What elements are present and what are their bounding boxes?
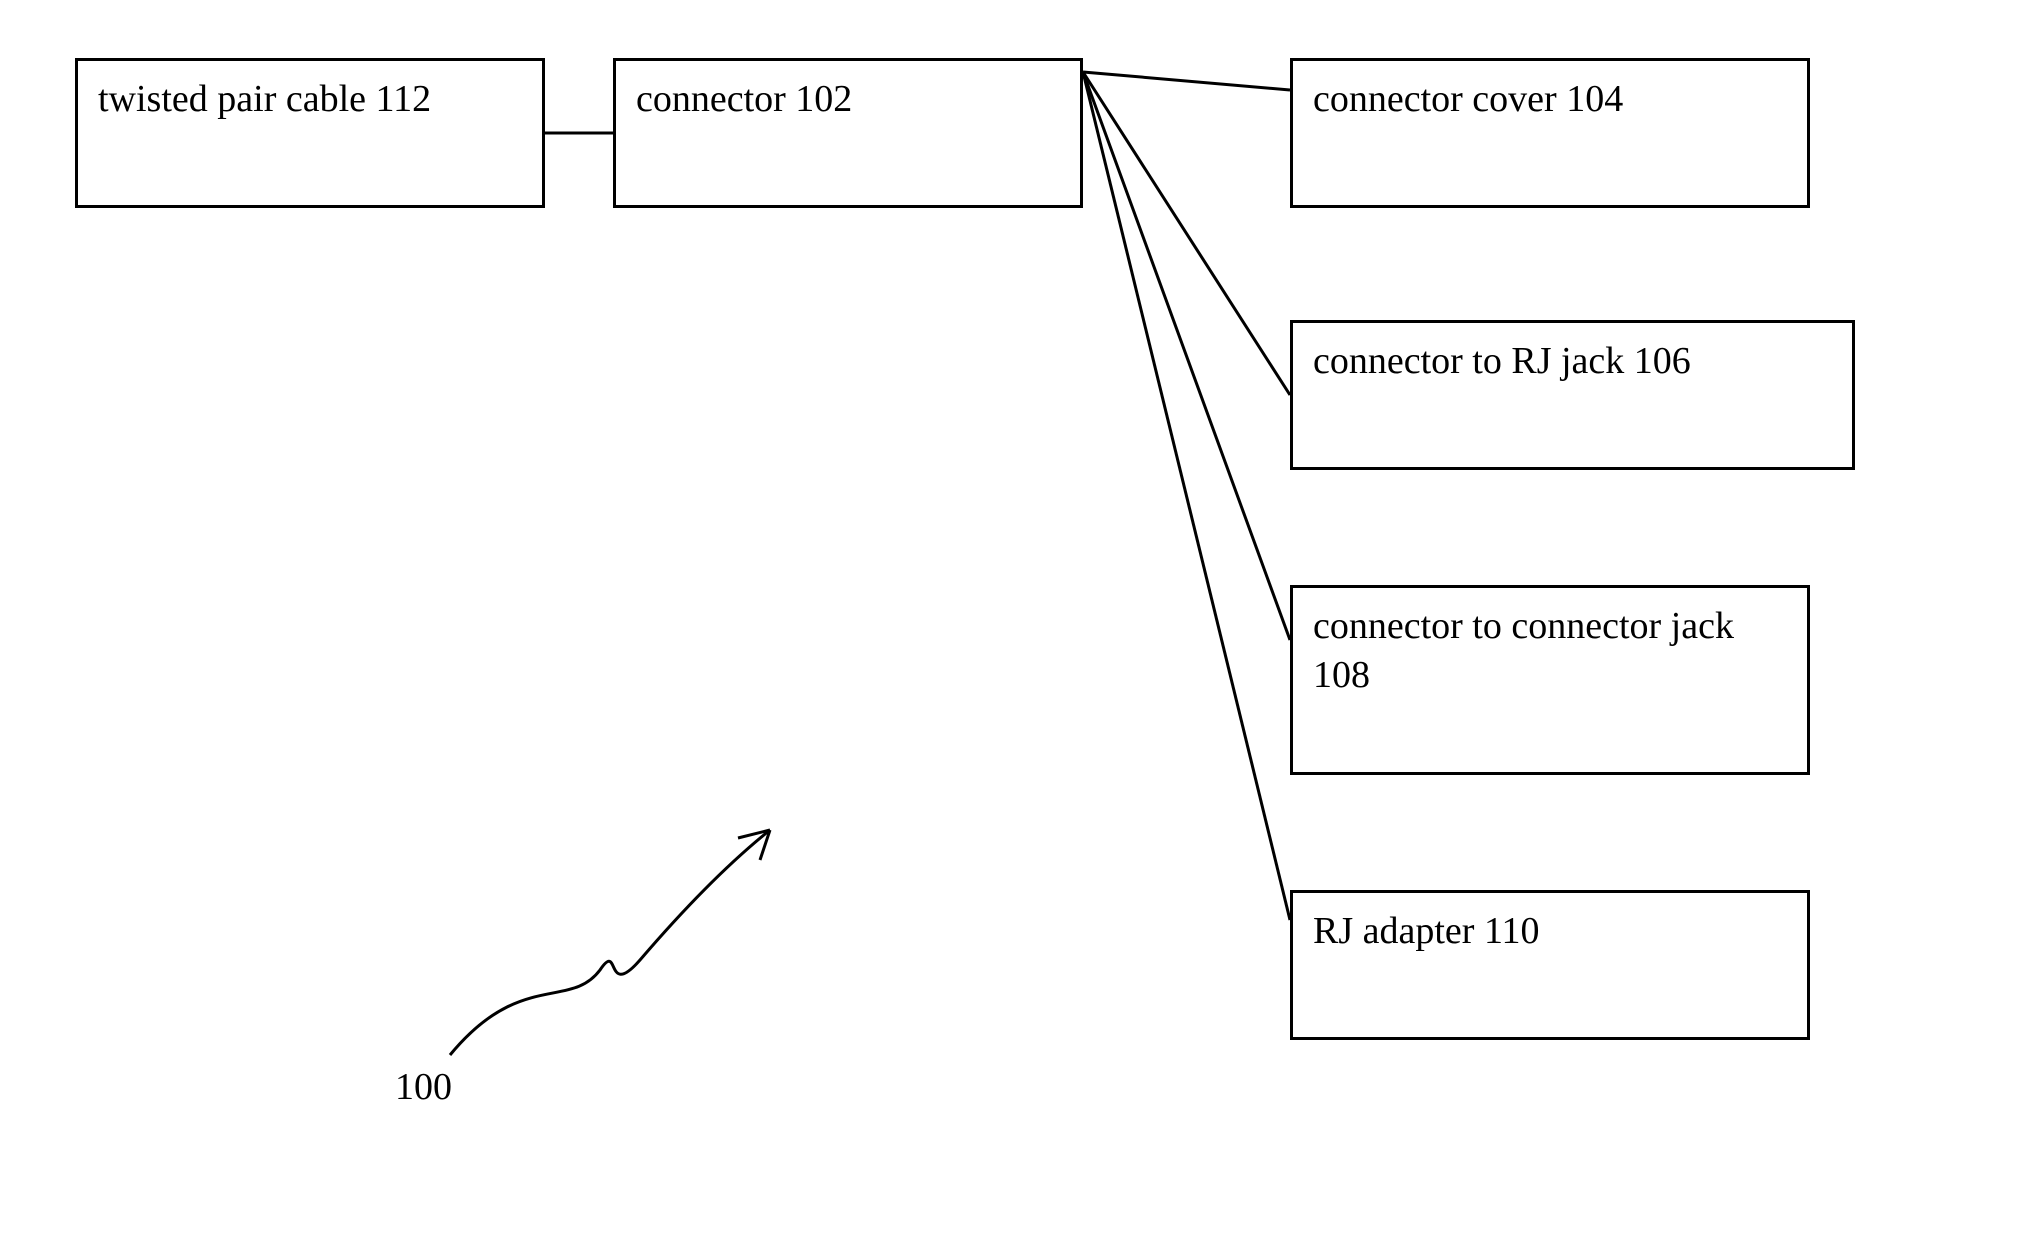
node-label: connector to connector jack 108: [1313, 602, 1787, 701]
node-connector-rj-jack: connector to RJ jack 106: [1290, 320, 1855, 470]
node-connector: connector 102: [613, 58, 1083, 208]
node-label: twisted pair cable 112: [98, 75, 431, 124]
node-label: RJ adapter 110: [1313, 907, 1540, 956]
reference-number-text: 100: [395, 1066, 452, 1108]
node-label: connector 102: [636, 75, 852, 124]
node-connector-connector-jack: connector to connector jack 108: [1290, 585, 1810, 775]
node-connector-cover: connector cover 104: [1290, 58, 1810, 208]
node-label: connector to RJ jack 106: [1313, 337, 1691, 386]
node-twisted-pair-cable: twisted pair cable 112: [75, 58, 545, 208]
node-rj-adapter: RJ adapter 110: [1290, 890, 1810, 1040]
node-label: connector cover 104: [1313, 75, 1623, 124]
reference-number: 100: [395, 1065, 452, 1109]
